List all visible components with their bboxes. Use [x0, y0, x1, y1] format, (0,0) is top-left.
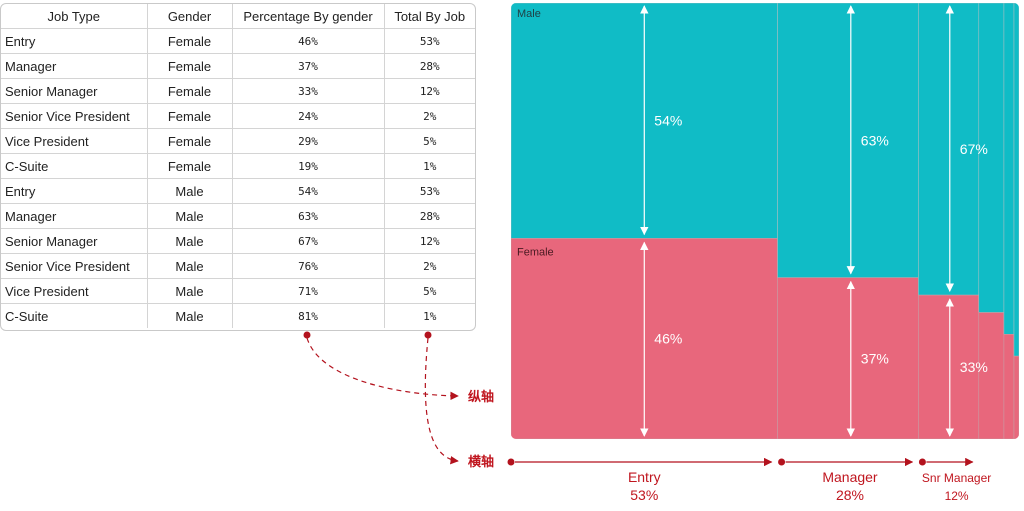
cell-job-type: Entry [1, 28, 148, 54]
connector-dot-total [424, 331, 432, 339]
table-row: Entry Male 54% 53% [1, 178, 475, 204]
cell-gender: Male [146, 303, 233, 328]
axis-label-manager: Manager [822, 469, 878, 485]
table-row: Senior Vice President Female 24% 2% [1, 103, 475, 129]
cell-job-type: Entry [1, 178, 148, 204]
annotation-horizontal-axis: 横轴 [468, 454, 494, 470]
cell-job-type: Vice President [1, 278, 148, 304]
cell-job-type: Vice President [1, 128, 148, 154]
connector-vertical-axis [306, 337, 459, 401]
cell-job-type: C-Suite [1, 303, 148, 328]
cell-total-by-job: 12% [383, 228, 475, 254]
table-row: Vice President Male 71% 5% [1, 278, 475, 304]
annotation-vertical-axis: 纵轴 [468, 389, 494, 405]
table-row: Senior Manager Female 33% 12% [1, 78, 475, 104]
table-row: Senior Manager Male 67% 12% [1, 228, 475, 254]
cell-total-by-job: 1% [383, 303, 475, 328]
cell-total-by-job: 1% [383, 153, 475, 179]
header-job-type: Job Type [1, 4, 148, 29]
data-table: Job Type Gender Percentage By gender Tot… [1, 4, 475, 328]
header-percentage-by-gender: Percentage By gender [231, 4, 385, 29]
cell-percentage-by-gender: 67% [231, 228, 385, 254]
cell-total-by-job: 53% [383, 28, 475, 54]
cell-gender: Female [146, 128, 233, 154]
chart-segments [511, 3, 1019, 439]
chart-series-labels: Male Female [517, 8, 554, 258]
table-row: Manager Male 63% 28% [1, 203, 475, 229]
cell-job-type: Senior Vice President [1, 103, 148, 129]
axis-dot-entry [778, 458, 786, 466]
cell-total-by-job: 28% [383, 53, 475, 79]
cell-percentage-by-gender: 19% [231, 153, 385, 179]
cell-gender: Male [146, 253, 233, 279]
female-value-label-entry: 46% [654, 331, 682, 347]
cell-gender: Female [146, 78, 233, 104]
cell-total-by-job: 12% [383, 78, 475, 104]
cell-total-by-job: 5% [383, 278, 475, 304]
female-value-label-senior-manager: 33% [960, 359, 988, 375]
axis-dot-manager [918, 458, 926, 466]
cell-gender: Male [146, 228, 233, 254]
male-value-label-manager: 63% [861, 132, 889, 148]
axis-value-entry: 53% [630, 487, 658, 503]
table-row: Senior Vice President Male 76% 2% [1, 253, 475, 279]
data-table-container: Job Type Gender Percentage By gender Tot… [0, 3, 476, 331]
cell-gender: Male [146, 278, 233, 304]
cell-percentage-by-gender: 76% [231, 253, 385, 279]
cell-percentage-by-gender: 81% [231, 303, 385, 328]
cell-percentage-by-gender: 33% [231, 78, 385, 104]
female-segment-c-suite [1013, 355, 1019, 439]
axis-value-manager: 28% [836, 487, 864, 503]
series-label-male: Male [517, 8, 541, 20]
cell-job-type: Senior Vice President [1, 253, 148, 279]
chart-horizontal-axis: Entry 53% Manager 28% Snr Manager 12% [507, 457, 991, 503]
female-segment-senior-vice-president [1003, 334, 1015, 439]
male-segment-manager [777, 3, 919, 278]
cell-percentage-by-gender: 29% [231, 128, 385, 154]
male-value-label-entry: 54% [654, 113, 682, 129]
header-total-by-job: Total By Job [383, 4, 475, 29]
axis-label-entry: Entry [628, 469, 661, 485]
cell-gender: Female [146, 153, 233, 179]
male-value-label-senior-manager: 67% [960, 141, 988, 157]
table-row: C-Suite Female 19% 1% [1, 153, 475, 179]
axis-start-dot [507, 458, 515, 466]
female-segment-vice-president [978, 312, 1005, 439]
male-segment-c-suite [1013, 3, 1019, 357]
female-segment-manager [777, 277, 919, 439]
cell-percentage-by-gender: 37% [231, 53, 385, 79]
male-segment-senior-vice-president [1003, 3, 1015, 335]
cell-job-type: Senior Manager [1, 78, 148, 104]
axis-label-senior-manager: Snr Manager [922, 471, 991, 485]
male-segment-vice-president [978, 3, 1005, 313]
female-value-label-manager: 37% [861, 350, 889, 366]
cell-percentage-by-gender: 54% [231, 178, 385, 204]
table-row: C-Suite Male 81% 1% [1, 303, 475, 328]
table-header-row: Job Type Gender Percentage By gender Tot… [1, 4, 475, 29]
cell-gender: Female [146, 28, 233, 54]
cell-total-by-job: 2% [383, 253, 475, 279]
chart-value-arrows: 54% 46% 63% 37% 67% 33% [640, 5, 988, 437]
table-body: Entry Female 46% 53% Manager Female 37% 28% Seni… [1, 28, 475, 328]
cell-percentage-by-gender: 71% [231, 278, 385, 304]
connector-dot-percentage [303, 331, 311, 339]
axis-value-senior-manager: 12% [945, 489, 969, 503]
connector-horizontal-axis [424, 337, 459, 465]
series-label-female: Female [517, 246, 554, 258]
